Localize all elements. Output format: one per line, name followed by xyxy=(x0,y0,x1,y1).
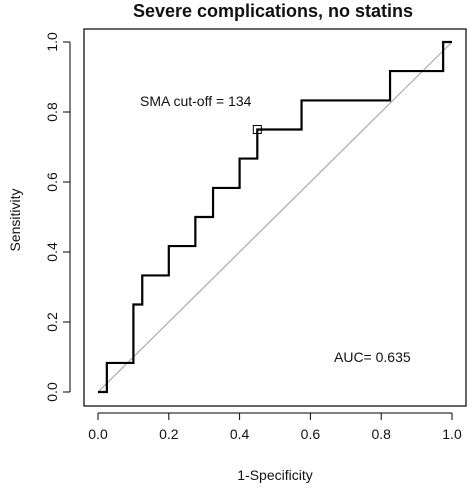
cutoff-point-marker xyxy=(252,125,262,134)
x-tick-label: 0.2 xyxy=(159,426,179,442)
chart-title: Severe complications, no statins xyxy=(133,1,413,21)
reference-diagonal xyxy=(97,41,453,393)
y-tick-label: 0.6 xyxy=(44,172,60,192)
y-tick-label: 0.8 xyxy=(44,102,60,122)
y-tick-label: 0.0 xyxy=(44,382,60,402)
x-axis: 0.0 0.2 0.4 0.6 0.8 1.0 xyxy=(88,412,462,442)
y-tick-label: 0.4 xyxy=(44,242,60,262)
auc-annotation: AUC= 0.635 xyxy=(334,349,411,365)
x-tick-label: 0.6 xyxy=(301,426,321,442)
y-axis-label: Sensitivity xyxy=(7,188,23,251)
cutoff-annotation: SMA cut-off = 134 xyxy=(140,93,252,109)
x-axis-label: 1-Specificity xyxy=(237,467,312,483)
x-tick-label: 1.0 xyxy=(442,426,462,442)
x-tick-label: 0.4 xyxy=(230,426,250,442)
x-tick-label: 0.8 xyxy=(371,426,391,442)
y-axis: 0.0 0.2 0.4 0.6 0.8 1.0 xyxy=(44,32,71,402)
plot-frame xyxy=(83,28,467,407)
x-tick-label: 0.0 xyxy=(88,426,108,442)
roc-curve xyxy=(98,40,452,394)
y-tick-label: 1.0 xyxy=(44,32,60,52)
y-tick-label: 0.2 xyxy=(44,312,60,332)
